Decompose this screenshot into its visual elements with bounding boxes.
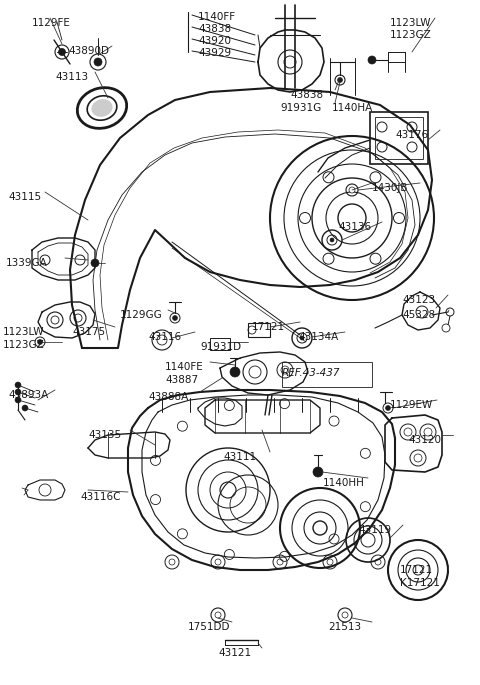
Text: 1751DD: 1751DD [188,622,230,632]
Text: 43920: 43920 [198,36,231,46]
Text: 43887: 43887 [165,375,198,385]
Circle shape [327,559,333,565]
Circle shape [368,56,376,64]
Circle shape [313,467,323,477]
Text: 1140FF: 1140FF [198,12,236,22]
Text: 1129GG: 1129GG [120,310,163,320]
Text: 91931D: 91931D [200,342,241,352]
Bar [282,362,372,387]
Text: 43176: 43176 [395,130,428,140]
Text: 43111: 43111 [223,452,256,462]
Circle shape [15,382,21,388]
Circle shape [337,77,343,82]
Circle shape [215,559,221,565]
Text: 43929: 43929 [198,48,231,58]
Text: 43121: 43121 [218,648,251,658]
Text: 43838: 43838 [198,24,231,34]
Circle shape [169,559,175,565]
Text: 91931G: 91931G [280,103,321,113]
Text: 1123GZ: 1123GZ [3,340,45,350]
Circle shape [349,187,355,193]
Text: 43890D: 43890D [68,46,109,56]
Text: 1123GZ: 1123GZ [390,30,432,40]
Text: 1123LW: 1123LW [3,327,45,337]
Ellipse shape [92,100,112,116]
Circle shape [15,389,21,395]
Circle shape [215,612,221,618]
Text: 43119: 43119 [358,525,391,535]
Text: 1339GA: 1339GA [6,258,48,268]
Text: 1140FE: 1140FE [165,362,204,372]
Text: 43116C: 43116C [80,492,120,502]
Bar [375,117,423,159]
Bar [248,323,270,337]
Circle shape [15,397,21,403]
Text: 21513: 21513 [328,622,361,632]
Bar [370,112,428,164]
Text: 17121: 17121 [252,322,285,332]
Text: 43134A: 43134A [298,332,338,342]
Text: 43135: 43135 [88,430,121,440]
Text: 1430JB: 1430JB [372,183,408,193]
Circle shape [385,406,391,410]
Text: 43123: 43123 [402,295,435,305]
Circle shape [22,405,28,411]
Circle shape [94,58,102,66]
Text: 43120: 43120 [408,435,441,445]
Text: 43115: 43115 [8,192,41,202]
Text: 1129EW: 1129EW [390,400,433,410]
Text: 1123LW: 1123LW [390,18,432,28]
Circle shape [300,336,304,340]
Text: K17121: K17121 [400,578,440,588]
Circle shape [277,559,283,565]
Text: 43136: 43136 [338,222,371,232]
Circle shape [59,49,65,55]
Circle shape [91,259,99,267]
Text: 43838: 43838 [290,90,323,100]
Text: 43893A: 43893A [8,390,48,400]
Text: 1129FE: 1129FE [32,18,71,28]
Text: 43888A: 43888A [148,392,188,402]
Circle shape [330,238,334,242]
Text: 43116: 43116 [148,332,181,342]
Text: 17121: 17121 [400,565,433,575]
Text: 43113: 43113 [55,72,88,82]
Text: 45328: 45328 [402,310,435,320]
Circle shape [172,316,178,321]
Circle shape [342,612,348,618]
Text: REF.43-437: REF.43-437 [282,368,340,378]
Bar [210,338,230,350]
Circle shape [375,559,381,565]
Circle shape [230,367,240,377]
Text: 1140HH: 1140HH [323,478,365,488]
Text: 1140HA: 1140HA [332,103,373,113]
Text: 43175: 43175 [72,327,105,337]
Circle shape [442,324,450,332]
Circle shape [37,340,43,345]
